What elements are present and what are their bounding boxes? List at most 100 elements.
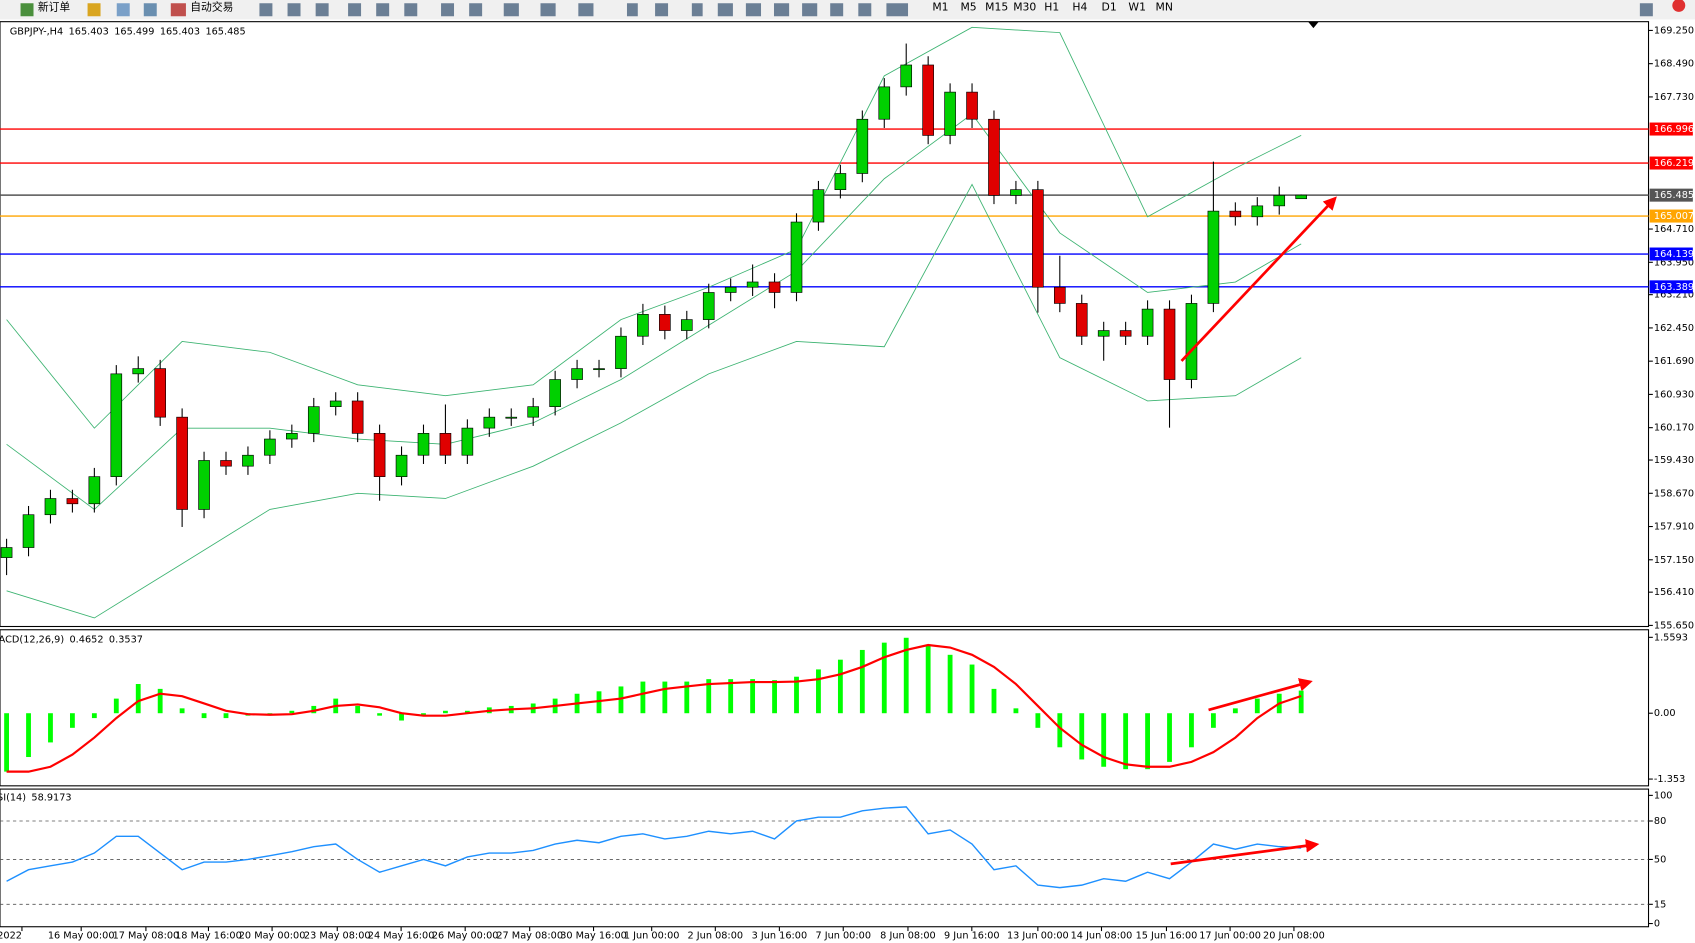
chart-shift-marker (1308, 21, 1319, 29)
candle-body (944, 91, 956, 136)
candle-body (637, 314, 649, 337)
macd-bar (903, 637, 909, 714)
icon[interactable] (773, 3, 790, 17)
x-tick-label: 17 May 08:00 (113, 930, 180, 941)
search-icon[interactable] (1639, 3, 1653, 17)
candle-body (1295, 194, 1307, 200)
period-button[interactable]: M1 (932, 1, 948, 14)
price-level-tag (1649, 156, 1693, 170)
candle-body (307, 406, 320, 434)
icon[interactable] (745, 3, 762, 17)
macd-bar (596, 691, 602, 714)
icon[interactable] (626, 3, 638, 17)
icon[interactable] (691, 3, 703, 17)
y-tick-label: 0 (1654, 919, 1660, 930)
icon[interactable] (717, 3, 733, 17)
y-tick-label: 160.170 (1654, 423, 1694, 434)
icon[interactable] (315, 3, 329, 17)
icon[interactable] (802, 3, 818, 17)
price-level-tag (1649, 122, 1693, 136)
toolbar-bg (0, 0, 1695, 20)
candle-body (461, 427, 474, 456)
candle-body (834, 173, 847, 190)
icon[interactable] (830, 3, 844, 17)
header-field: 165.403 (69, 26, 109, 37)
macd-bar (1035, 713, 1041, 728)
icon[interactable] (540, 3, 556, 17)
notification[interactable] (1672, 0, 1686, 12)
icon[interactable] (441, 3, 455, 17)
macd-bar (179, 708, 185, 714)
icon[interactable] (259, 3, 273, 17)
candle-body (988, 118, 1000, 196)
macd-bar (728, 679, 734, 714)
period-button[interactable]: W1 (1128, 1, 1146, 14)
macd-bar (1079, 713, 1085, 760)
y-tick-label: 168.490 (1654, 59, 1694, 70)
trend-arrow (1180, 196, 1337, 362)
macd-bar (355, 705, 361, 714)
icon[interactable] (116, 3, 130, 17)
y-tick-label: 167.730 (1654, 92, 1694, 103)
macd-bar (859, 649, 865, 714)
icon[interactable] (469, 3, 483, 17)
x-tick-label: 20 May 00:00 (239, 930, 306, 941)
period-button[interactable]: M15 (985, 1, 1008, 14)
annotations (1170, 196, 1337, 866)
auto-trade-button[interactable]: 自动交易 (190, 0, 233, 14)
macd-bar (925, 645, 931, 714)
candle-body (593, 368, 605, 371)
period-button[interactable]: M5 (960, 1, 976, 14)
candle-body (373, 433, 386, 477)
y-tick-label: 155.650 (1654, 620, 1694, 631)
chart-header: GBPJPY-,H4 165.403 165.499 165.403 165.485 (10, 26, 246, 37)
icon[interactable] (348, 3, 362, 17)
candle-body (1119, 330, 1132, 337)
period-button[interactable]: H4 (1072, 1, 1087, 14)
candle-body (198, 460, 210, 510)
auto-trade-icon[interactable] (170, 3, 186, 17)
new-order-button[interactable]: 新订单 (38, 0, 71, 14)
icon[interactable] (503, 3, 519, 17)
new-order-icon[interactable] (20, 3, 34, 17)
bollinger-upper (6, 26, 1302, 429)
y-tick-label: 159.430 (1654, 455, 1694, 466)
macd-bar (706, 679, 712, 714)
period-button[interactable]: H1 (1044, 1, 1059, 14)
x-tick-label: 1 Jun 00:00 (624, 930, 680, 941)
period-button[interactable]: D1 (1102, 1, 1117, 14)
macd-bar (947, 654, 953, 714)
icon[interactable] (87, 3, 101, 17)
y-tick-label: -1.353 (1654, 774, 1685, 785)
icon[interactable] (886, 3, 909, 17)
macd-bar (1210, 713, 1216, 728)
x-tick-label: 13 Jun 00:00 (1007, 930, 1069, 941)
icon[interactable] (376, 3, 390, 17)
icon[interactable] (143, 3, 157, 17)
candle-body (1207, 210, 1220, 304)
y-tick-label: 169.250 (1654, 25, 1694, 36)
candle-body (351, 400, 364, 434)
macd-signal (6, 643, 1302, 773)
icon[interactable] (578, 3, 594, 17)
icon[interactable] (655, 3, 669, 17)
candle-body (132, 368, 145, 375)
icon[interactable] (858, 3, 872, 17)
price-level-label: 165.007 (1654, 211, 1694, 222)
icon[interactable] (404, 3, 418, 17)
candle-body (220, 460, 232, 467)
candle-body (1163, 308, 1176, 380)
macd-bar (4, 713, 9, 772)
candle-body (1251, 205, 1264, 218)
macd-frame (0, 629, 1650, 787)
x-tick-label: 17 Jun 00:00 (1199, 930, 1261, 941)
candle-body (856, 118, 869, 174)
x-tick-label: 27 May 08:00 (496, 930, 563, 941)
period-button[interactable]: M30 (1013, 1, 1036, 14)
candle-body (659, 314, 671, 331)
icon[interactable] (287, 3, 301, 17)
candle-body (746, 281, 759, 288)
macd-bar (1145, 713, 1150, 770)
period-button[interactable]: MN (1156, 1, 1173, 14)
